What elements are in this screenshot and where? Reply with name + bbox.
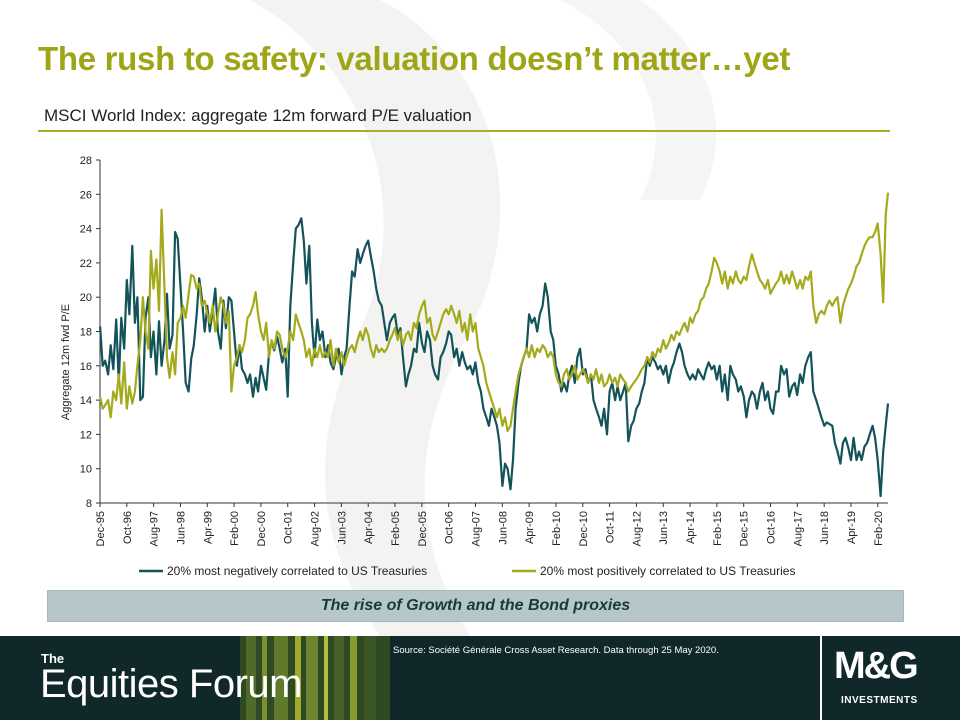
x-tick-label: Aug-97: [149, 511, 161, 546]
y-tick-label: 28: [80, 155, 92, 167]
footer-divider: [820, 636, 822, 720]
mg-logo-mark: M&G: [834, 645, 919, 687]
y-tick-label: 20: [80, 292, 92, 304]
mg-logo-subtitle: INVESTMENTS: [841, 695, 918, 706]
brand-prefix: The: [41, 651, 65, 666]
y-axis-ticks: 8 10 12 14 16 18 20 22 24 26 28: [80, 155, 100, 510]
caption-bar: The rise of Growth and the Bond proxies: [47, 590, 904, 622]
x-tick-label: Oct-11: [605, 511, 617, 543]
x-tick-label: Feb-05: [390, 511, 402, 546]
footer: [0, 636, 960, 720]
x-tick-label: Apr-04: [363, 511, 375, 544]
chart-legend: 20% most negatively correlated to US Tre…: [139, 564, 795, 578]
x-tick-label: Aug-07: [470, 511, 482, 546]
x-tick-label: Oct-01: [283, 511, 295, 544]
x-tick-label: Apr-19: [846, 511, 858, 544]
x-tick-label: Jun-18: [819, 511, 831, 545]
x-tick-label: Apr-99: [202, 511, 214, 544]
legend-label-negative: 20% most negatively correlated to US Tre…: [167, 564, 427, 578]
y-tick-label: 22: [80, 258, 92, 270]
y-axis-label: Aggregate 12m fwd P/E: [60, 304, 72, 420]
x-tick-label: Jun-13: [658, 511, 670, 545]
x-tick-label: Aug-12: [631, 511, 643, 546]
x-tick-label: Feb-20: [873, 511, 885, 546]
x-tick-label: Feb-10: [551, 511, 563, 546]
y-tick-label: 8: [86, 498, 92, 510]
subtitle-divider: [38, 130, 890, 132]
y-tick-label: 26: [80, 189, 92, 201]
y-tick-label: 16: [80, 361, 92, 373]
legend-label-positive: 20% most positively correlated to US Tre…: [540, 564, 795, 578]
source-note: Source: Société Générale Cross Asset Res…: [393, 645, 719, 656]
brand-name: Equities Forum: [40, 662, 302, 706]
x-tick-label: Dec-05: [417, 511, 429, 546]
y-tick-label: 14: [80, 395, 92, 407]
x-tick-label: Oct-06: [444, 511, 456, 544]
series-line-positive: [99, 192, 890, 433]
pe-line-chart: Aggregate 12m fwd P/E 8 10 12 14 16 18 20 22 24 2…: [60, 155, 890, 578]
page-title: The rush to safety: valuation doesn’t ma…: [38, 40, 791, 77]
x-tick-label: Apr-09: [524, 511, 536, 544]
x-tick-label: Feb-15: [712, 511, 724, 546]
x-tick-label: Dec-10: [578, 511, 590, 546]
x-axis-ticks: Dec-95 Oct-96 Aug-97 Jun-98 Apr-99 Feb-00 Dec-…: [95, 503, 885, 546]
x-tick-label: Apr-14: [685, 511, 697, 544]
y-tick-label: 24: [80, 224, 92, 236]
caption-text: The rise of Growth and the Bond proxies: [320, 597, 631, 614]
x-tick-label: Feb-00: [229, 511, 241, 546]
x-tick-label: Dec-95: [95, 511, 107, 546]
y-tick-label: 10: [80, 464, 92, 476]
x-tick-label: Jun-03: [336, 511, 348, 545]
x-tick-label: Dec-15: [739, 511, 751, 546]
x-tick-label: Dec-00: [256, 511, 268, 546]
y-tick-label: 18: [80, 327, 92, 339]
x-tick-label: Oct-96: [122, 511, 134, 544]
x-tick-label: Aug-02: [310, 511, 322, 546]
x-tick-label: Jun-08: [497, 511, 509, 545]
y-tick-label: 12: [80, 429, 92, 441]
x-tick-label: Aug-17: [792, 511, 804, 546]
series-lines: [99, 192, 890, 498]
x-tick-label: Jun-98: [175, 511, 187, 545]
x-tick-label: Oct-16: [766, 511, 778, 544]
footer-stripes: [240, 636, 390, 720]
chart-subtitle: MSCI World Index: aggregate 12m forward …: [44, 106, 472, 125]
series-line-negative: [99, 217, 890, 498]
